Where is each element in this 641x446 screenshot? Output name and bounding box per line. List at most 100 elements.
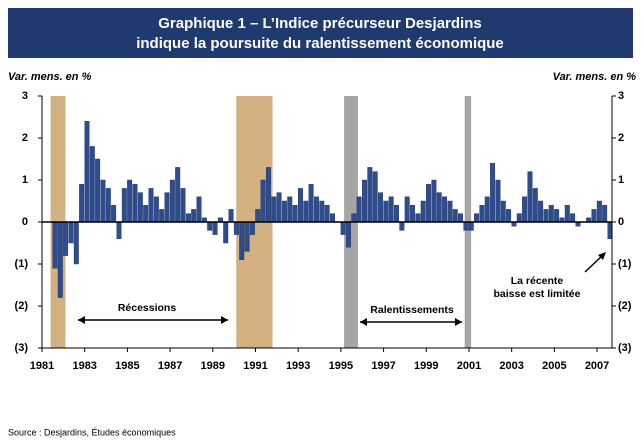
bar	[484, 196, 490, 223]
x-tick-label: 1989	[201, 360, 225, 372]
bar	[191, 209, 197, 223]
bar	[410, 204, 415, 223]
y-tick-label: (3)	[618, 342, 632, 354]
bar	[346, 221, 351, 248]
bar	[276, 192, 282, 223]
bar	[543, 209, 549, 223]
y-tick-label: (1)	[15, 258, 29, 270]
bar	[351, 213, 357, 223]
bar	[319, 200, 325, 223]
bar	[570, 213, 576, 223]
bar	[52, 221, 58, 269]
bar	[223, 221, 229, 244]
arrow	[584, 254, 604, 273]
y-tick-label: 3	[22, 90, 28, 102]
bar	[137, 192, 143, 223]
bar	[330, 213, 335, 223]
bar	[281, 200, 287, 223]
axes-layer: (3) (3) (2) (2) (1) (1) 0 0 1 1 2 2 3 3 1981 1983 1985 19…	[15, 90, 632, 372]
y-tick-label: (2)	[618, 300, 632, 312]
bar	[372, 171, 378, 223]
x-tick-label: 1997	[371, 360, 395, 372]
bar	[89, 146, 95, 223]
bar	[399, 221, 405, 231]
y-tick-label: 3	[618, 90, 624, 102]
bar	[255, 209, 261, 223]
annotation: Ralentissements	[370, 304, 454, 316]
source: Source : Desjardins, Études économiques	[8, 427, 176, 437]
bar	[207, 221, 213, 231]
y-tick-label: (3)	[15, 342, 29, 354]
annotation: baisse est limitée	[494, 288, 581, 300]
bar	[388, 196, 394, 223]
x-tick-label: 2005	[542, 360, 566, 372]
bar	[602, 204, 608, 223]
bar	[495, 179, 501, 223]
bar	[415, 213, 421, 223]
bar	[287, 196, 293, 223]
bar	[527, 171, 533, 223]
bar	[506, 209, 512, 223]
chart-title: Graphique 1 – L’Indice précurseur Desjar…	[158, 15, 481, 32]
bar	[367, 167, 373, 223]
bar	[100, 179, 106, 223]
x-tick-label: 1999	[414, 360, 438, 372]
y-tick-label: 1	[618, 174, 624, 186]
x-tick-label: 2007	[585, 360, 609, 372]
bar	[265, 167, 271, 223]
x-tick-label: 2003	[499, 360, 523, 372]
bar	[180, 188, 186, 223]
annotation: La récente	[511, 275, 564, 287]
bar	[153, 196, 159, 223]
bar	[554, 209, 560, 223]
bar	[538, 200, 544, 223]
bar	[228, 209, 234, 223]
bar	[148, 188, 154, 223]
bar	[95, 158, 101, 223]
bar	[79, 183, 85, 223]
title-banner	[8, 8, 633, 58]
bar	[378, 192, 383, 223]
y-tick-label: (1)	[618, 258, 632, 270]
bar	[169, 179, 175, 223]
annotations: Récessions Ralentissements La récente ba…	[78, 252, 606, 326]
y-tick-label: 0	[618, 216, 624, 228]
bar	[474, 213, 480, 223]
bar	[516, 213, 522, 223]
bar	[591, 209, 597, 223]
bar	[404, 196, 410, 223]
bar	[239, 221, 245, 260]
bar	[394, 204, 399, 223]
y-axis-label: Var. mens. en %	[8, 71, 92, 83]
bar	[185, 213, 191, 223]
x-tick-label: 1993	[286, 360, 310, 372]
chart-title: indique la poursuite du ralentissement é…	[136, 35, 504, 52]
bar	[68, 221, 74, 244]
bar	[313, 196, 319, 223]
bar	[143, 204, 149, 223]
bar	[362, 179, 367, 223]
bar	[442, 196, 448, 223]
bar	[105, 188, 111, 223]
bar	[564, 204, 570, 223]
x-tick-label: 1995	[329, 360, 353, 372]
bar	[452, 209, 458, 223]
bar	[463, 221, 469, 231]
x-tick-label: 1985	[115, 360, 139, 372]
bar	[532, 188, 538, 223]
bar	[212, 221, 218, 235]
bar	[116, 221, 122, 239]
bar	[596, 200, 602, 223]
bar	[73, 221, 79, 265]
bar	[164, 192, 170, 223]
x-tick-label: 1983	[72, 360, 96, 372]
bar	[127, 179, 133, 223]
bar	[84, 120, 90, 223]
bar	[121, 188, 127, 223]
bar	[431, 179, 437, 223]
y-tick-label: 2	[618, 132, 624, 144]
bar	[340, 221, 346, 235]
y-tick-label: 1	[22, 174, 28, 186]
annotation: Récessions	[118, 302, 177, 314]
